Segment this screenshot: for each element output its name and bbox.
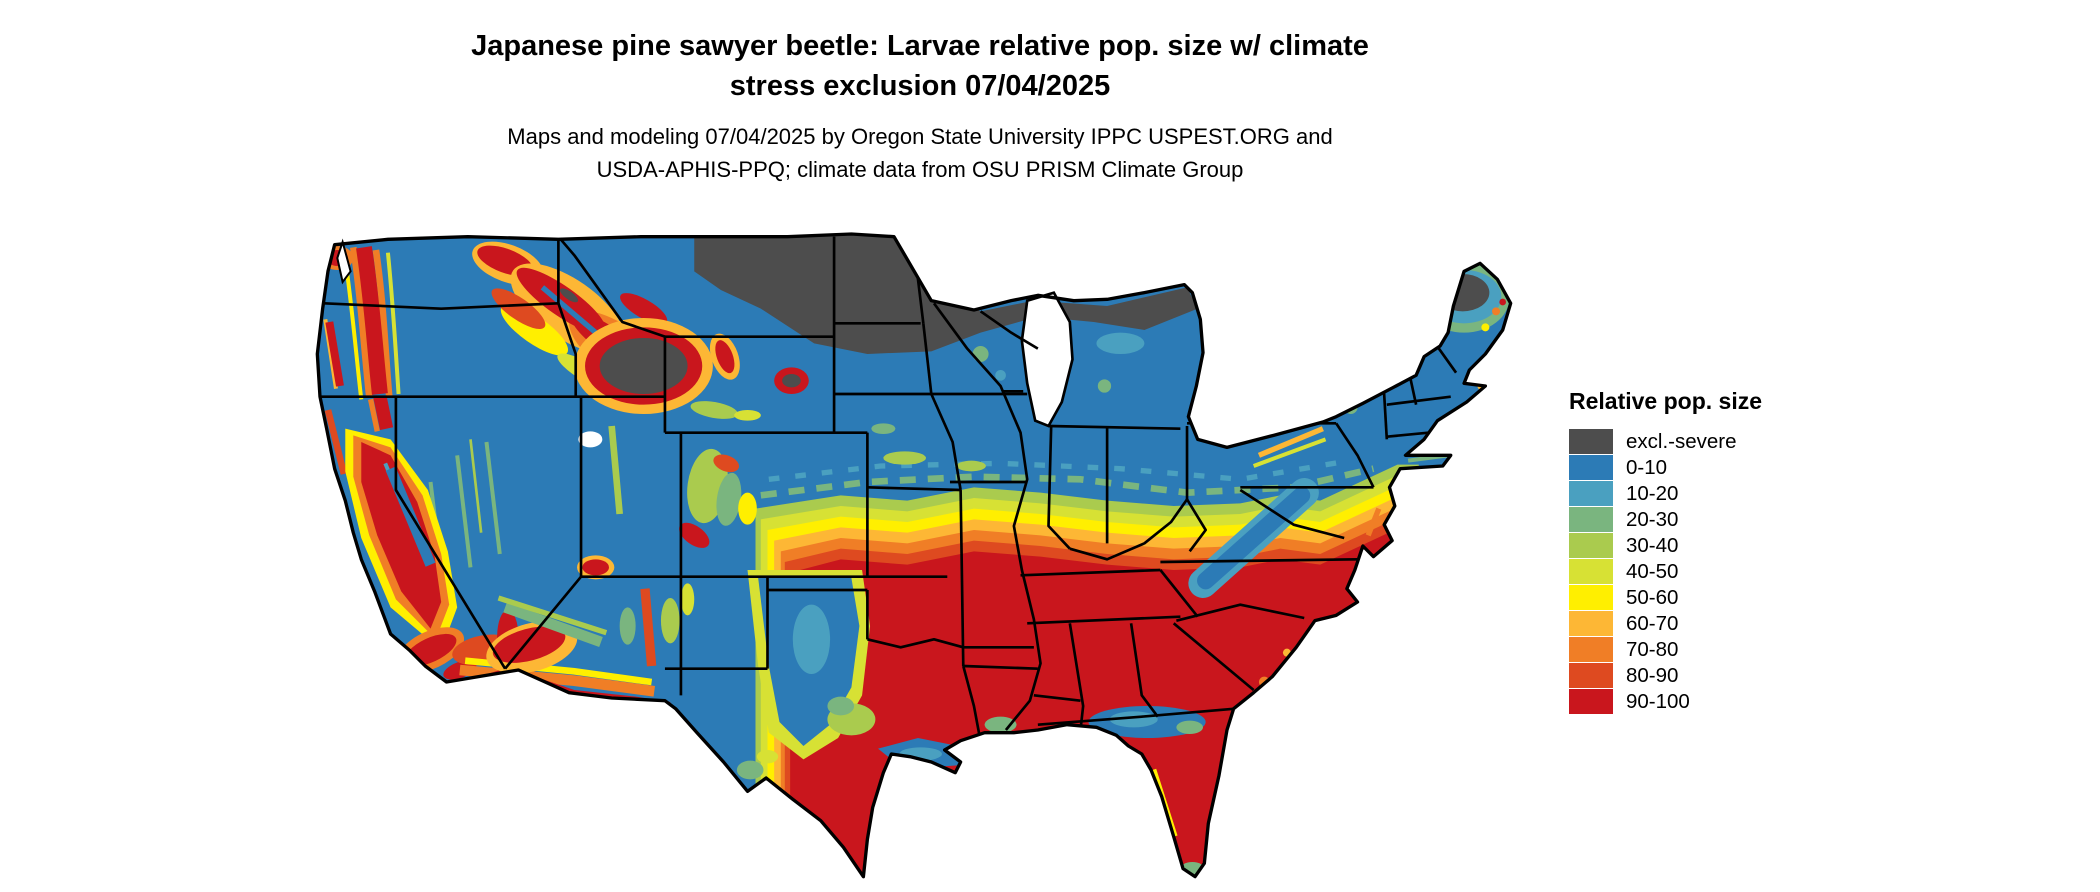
legend-label: 90-100 xyxy=(1626,689,1690,713)
legend-row: 30-40 xyxy=(1569,532,1762,558)
legend-label: excl.-severe xyxy=(1626,429,1737,453)
us-map xyxy=(308,226,1520,886)
legend-label: 60-70 xyxy=(1626,611,1679,635)
us-outline xyxy=(315,232,1513,879)
legend-label: 50-60 xyxy=(1626,585,1679,609)
legend-swatch xyxy=(1569,688,1613,714)
legend-label: 30-40 xyxy=(1626,533,1679,557)
subtitle-line-2: USDA-APHIS-PPQ; climate data from OSU PR… xyxy=(596,157,1244,182)
legend-row: excl.-severe xyxy=(1569,428,1762,454)
legend-row: 60-70 xyxy=(1569,610,1762,636)
legend-swatch xyxy=(1569,636,1613,662)
legend-swatch xyxy=(1569,584,1613,610)
subtitle-line-1: Maps and modeling 07/04/2025 by Oregon S… xyxy=(507,124,1333,149)
legend-row: 10-20 xyxy=(1569,480,1762,506)
legend-label: 70-80 xyxy=(1626,637,1679,661)
legend-swatch xyxy=(1569,662,1613,688)
legend-label: 40-50 xyxy=(1626,559,1679,583)
legend-title: Relative pop. size xyxy=(1569,388,1763,414)
legend-row: 20-30 xyxy=(1569,506,1762,532)
page-title: Japanese pine sawyer beetle: Larvae rela… xyxy=(250,26,1590,106)
legend-label: 80-90 xyxy=(1626,663,1679,687)
legend-swatch xyxy=(1569,428,1613,454)
legend-rows: excl.-severe 0-10 10-20 20-30 30-40 40-50 50-6… xyxy=(1569,428,1762,714)
legend-swatch xyxy=(1569,610,1613,636)
legend-row: 70-80 xyxy=(1569,636,1762,662)
legend-swatch xyxy=(1569,532,1613,558)
legend-swatch xyxy=(1569,454,1613,480)
legend-swatch xyxy=(1569,480,1613,506)
figure-subtitle: Maps and modeling 07/04/2025 by Oregon S… xyxy=(250,120,1590,186)
legend-row: 50-60 xyxy=(1569,584,1762,610)
map-raster xyxy=(317,234,1511,877)
figure-titles: Japanese pine sawyer beetle: Larvae rela… xyxy=(250,26,1590,186)
us-map-svg xyxy=(315,232,1513,879)
legend-swatch xyxy=(1569,506,1613,532)
legend-label: 20-30 xyxy=(1626,507,1679,531)
legend-label: 10-20 xyxy=(1626,481,1679,505)
legend-label: 0-10 xyxy=(1626,455,1668,479)
legend-row: 90-100 xyxy=(1569,688,1762,714)
title-line-2: stress exclusion 07/04/2025 xyxy=(729,70,1111,102)
title-line-1: Japanese pine sawyer beetle: Larvae rela… xyxy=(471,30,1369,62)
legend-row: 0-10 xyxy=(1569,454,1762,480)
legend-swatch xyxy=(1569,558,1613,584)
legend-row: 40-50 xyxy=(1569,558,1762,584)
legend-row: 80-90 xyxy=(1569,662,1762,688)
map-legend: Relative pop. size excl.-severe 0-10 10-20… xyxy=(1569,388,1762,714)
great-lakes xyxy=(336,238,1074,428)
